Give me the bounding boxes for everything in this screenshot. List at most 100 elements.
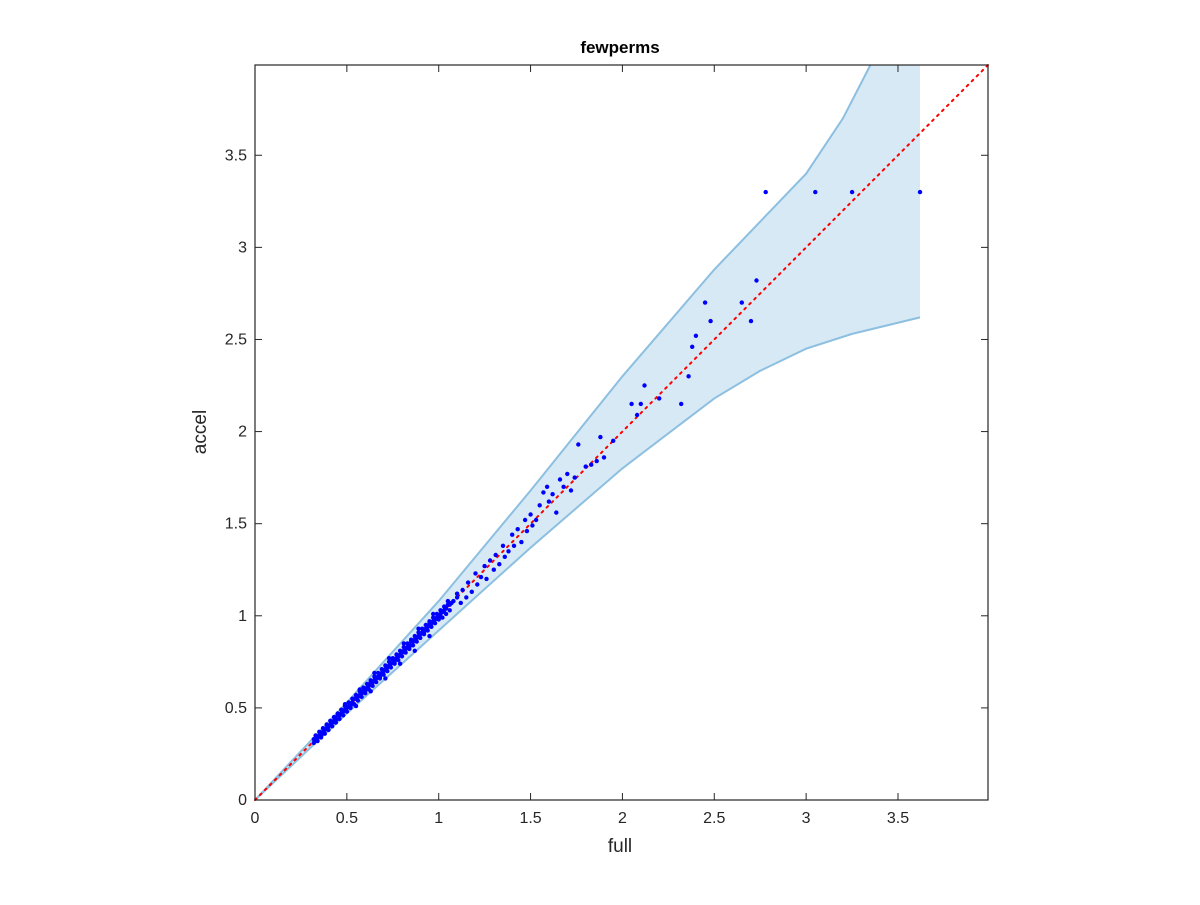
data-point xyxy=(388,665,394,670)
data-point xyxy=(460,587,465,593)
data-point xyxy=(361,685,366,690)
data-point xyxy=(397,661,403,666)
data-point xyxy=(473,571,478,576)
data-point xyxy=(642,383,647,388)
y-tick-label: 0.5 xyxy=(225,700,247,717)
x-tick-label: 3.5 xyxy=(887,810,909,827)
x-tick-label: 0 xyxy=(251,810,260,827)
data-point xyxy=(322,731,327,736)
data-point xyxy=(511,543,517,548)
data-point xyxy=(491,567,496,572)
data-point xyxy=(372,674,377,679)
y-axis-ticks: 0 0.5 1 1.5 2 2.5 3 3.5 xyxy=(225,147,988,809)
data-point xyxy=(348,703,353,709)
data-point xyxy=(475,582,480,587)
data-point xyxy=(557,477,563,482)
data-point xyxy=(370,683,375,688)
data-point xyxy=(493,552,498,558)
data-point xyxy=(813,189,818,195)
data-point xyxy=(425,628,430,633)
data-point xyxy=(333,718,338,723)
data-point xyxy=(355,698,361,703)
data-point xyxy=(386,656,392,661)
x-tick-label: 2 xyxy=(618,810,627,827)
x-tick-label: 3 xyxy=(802,810,811,827)
band-lower-edge xyxy=(254,316,921,801)
data-point xyxy=(368,689,373,694)
data-point xyxy=(679,401,684,407)
data-point xyxy=(533,517,539,523)
y-tick-label: 1 xyxy=(238,608,247,625)
data-point xyxy=(337,716,342,722)
data-point xyxy=(359,694,364,699)
data-point xyxy=(537,503,542,508)
data-point xyxy=(443,611,449,617)
data-point xyxy=(315,738,320,744)
data-point xyxy=(454,595,460,600)
data-point xyxy=(515,527,520,532)
y-tick-label: 2 xyxy=(238,424,247,441)
data-point xyxy=(383,676,388,681)
data-point xyxy=(420,626,425,631)
data-point xyxy=(438,608,443,613)
x-tick-label: 2.5 xyxy=(703,810,725,827)
data-point xyxy=(381,672,386,677)
data-point xyxy=(629,401,634,407)
data-point xyxy=(372,670,377,676)
data-point xyxy=(550,492,555,497)
data-point xyxy=(410,643,416,648)
data-point xyxy=(386,659,392,664)
data-point xyxy=(390,656,395,661)
x-tick-label: 1 xyxy=(434,810,443,827)
data-point xyxy=(427,633,432,639)
data-point xyxy=(331,714,337,720)
data-point xyxy=(849,189,855,195)
data-point xyxy=(690,344,695,349)
data-point xyxy=(364,681,370,687)
identity-reference-line xyxy=(254,64,989,801)
data-point xyxy=(763,189,768,195)
data-point xyxy=(500,543,506,548)
data-points xyxy=(311,189,923,746)
data-point xyxy=(487,558,493,563)
data-point xyxy=(454,591,460,596)
data-point xyxy=(451,598,456,604)
data-point xyxy=(326,727,331,733)
data-point xyxy=(383,663,388,668)
data-point xyxy=(431,611,436,617)
data-point xyxy=(346,700,351,705)
data-point xyxy=(611,438,616,443)
data-point xyxy=(528,512,533,517)
data-point xyxy=(431,615,436,620)
data-point xyxy=(464,595,469,600)
data-point xyxy=(598,434,603,440)
data-point xyxy=(638,401,643,407)
chart-title: fewperms xyxy=(580,38,659,57)
data-point xyxy=(544,484,550,489)
data-point xyxy=(565,471,570,477)
x-axis-label: full xyxy=(608,836,632,857)
data-point xyxy=(409,637,414,642)
data-point xyxy=(576,442,581,447)
data-point xyxy=(447,608,452,613)
data-point xyxy=(432,621,438,626)
data-point xyxy=(634,412,640,418)
data-point xyxy=(524,528,530,534)
data-point xyxy=(554,510,559,515)
data-point xyxy=(311,737,316,742)
data-point xyxy=(379,667,384,672)
data-point xyxy=(497,562,502,567)
data-point xyxy=(339,707,344,712)
data-point xyxy=(405,641,410,646)
data-point xyxy=(436,615,441,620)
data-point xyxy=(397,648,403,653)
data-point xyxy=(429,624,434,629)
data-point xyxy=(392,659,397,664)
data-point xyxy=(568,488,574,493)
y-tick-label: 1.5 xyxy=(225,516,247,533)
data-point xyxy=(324,722,329,727)
y-axis-label: accel xyxy=(190,410,211,454)
data-point xyxy=(335,711,340,716)
data-point xyxy=(506,549,511,554)
data-point xyxy=(739,300,744,305)
